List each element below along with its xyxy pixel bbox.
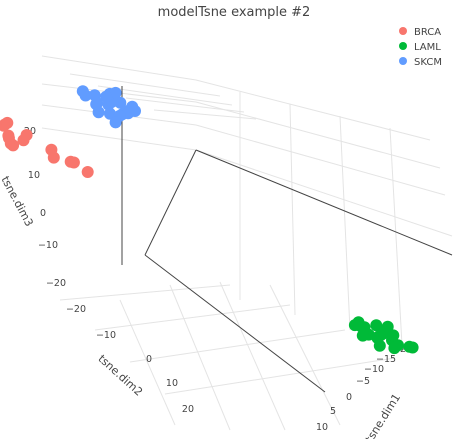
legend-label-laml: LAML bbox=[414, 42, 441, 53]
dim1-axis-ticks: −20 −15 −10 −5 0 5 10 bbox=[316, 344, 412, 433]
point-skcm bbox=[104, 107, 116, 120]
dim1-tick-label: 0 bbox=[346, 392, 352, 403]
point-laml bbox=[356, 329, 369, 342]
point-skcm bbox=[91, 97, 104, 110]
dim1-tick-label: 10 bbox=[316, 422, 328, 433]
point-skcm bbox=[92, 106, 105, 119]
point-skcm bbox=[76, 85, 89, 98]
dim1-tick-label: −15 bbox=[376, 354, 396, 365]
z-axis-ticks: 20 10 0 −10 −20 bbox=[24, 126, 66, 289]
dim2-axis-title: tsne.dim2 bbox=[96, 352, 146, 398]
axis-lines bbox=[121, 86, 453, 393]
point-skcm bbox=[100, 90, 113, 103]
point-brca bbox=[20, 129, 33, 141]
z-axis-title: tsne.dim3 bbox=[0, 174, 36, 229]
legend-swatch-skcm bbox=[399, 57, 407, 65]
point-brca bbox=[7, 139, 20, 152]
legend-swatch-laml bbox=[399, 42, 407, 50]
dim2-tick-label: 10 bbox=[166, 378, 178, 389]
floor-back-edge bbox=[144, 149, 197, 256]
z-tick-label: −20 bbox=[46, 278, 66, 289]
x-axis-back-edge bbox=[195, 149, 453, 256]
legend-label-brca: BRCA bbox=[414, 27, 441, 38]
dim1-tick-label: −10 bbox=[364, 364, 384, 375]
legend-label-skcm: SKCM bbox=[414, 57, 442, 68]
point-skcm bbox=[109, 116, 122, 129]
dim2-tick-label: −10 bbox=[96, 330, 116, 341]
scatter-points bbox=[0, 85, 419, 355]
z-tick-label: −10 bbox=[38, 240, 58, 251]
z-tick-label: 0 bbox=[40, 208, 46, 219]
dim1-axis-title: tsne.dim1 bbox=[363, 391, 403, 439]
point-laml bbox=[370, 319, 383, 332]
z-tick-label: 10 bbox=[28, 170, 40, 181]
point-skcm bbox=[109, 86, 122, 99]
point-laml bbox=[348, 319, 361, 332]
dim2-tick-label: 20 bbox=[182, 404, 194, 415]
point-brca bbox=[1, 116, 14, 129]
chart-title: modelTsne example #2 bbox=[158, 5, 311, 20]
point-laml bbox=[387, 329, 400, 342]
point-brca bbox=[81, 166, 94, 178]
dim2-floor-edge bbox=[144, 254, 326, 393]
dim2-tick-label: −20 bbox=[66, 304, 86, 315]
legend-swatch-brca bbox=[399, 27, 407, 35]
dim1-tick-label: −5 bbox=[356, 376, 370, 387]
point-brca bbox=[45, 143, 58, 156]
point-skcm bbox=[129, 105, 141, 117]
point-laml bbox=[373, 339, 386, 352]
point-laml bbox=[381, 320, 394, 333]
dim1-tick-label: 5 bbox=[330, 406, 336, 417]
point-laml bbox=[406, 341, 419, 354]
point-brca bbox=[2, 129, 15, 142]
dim2-tick-label: 0 bbox=[146, 354, 152, 365]
legend[interactable]: BRCA LAML SKCM bbox=[399, 27, 442, 68]
point-laml bbox=[388, 342, 401, 355]
point-brca bbox=[64, 155, 77, 168]
dim2-axis-ticks: −20 −10 0 10 20 bbox=[66, 304, 194, 415]
